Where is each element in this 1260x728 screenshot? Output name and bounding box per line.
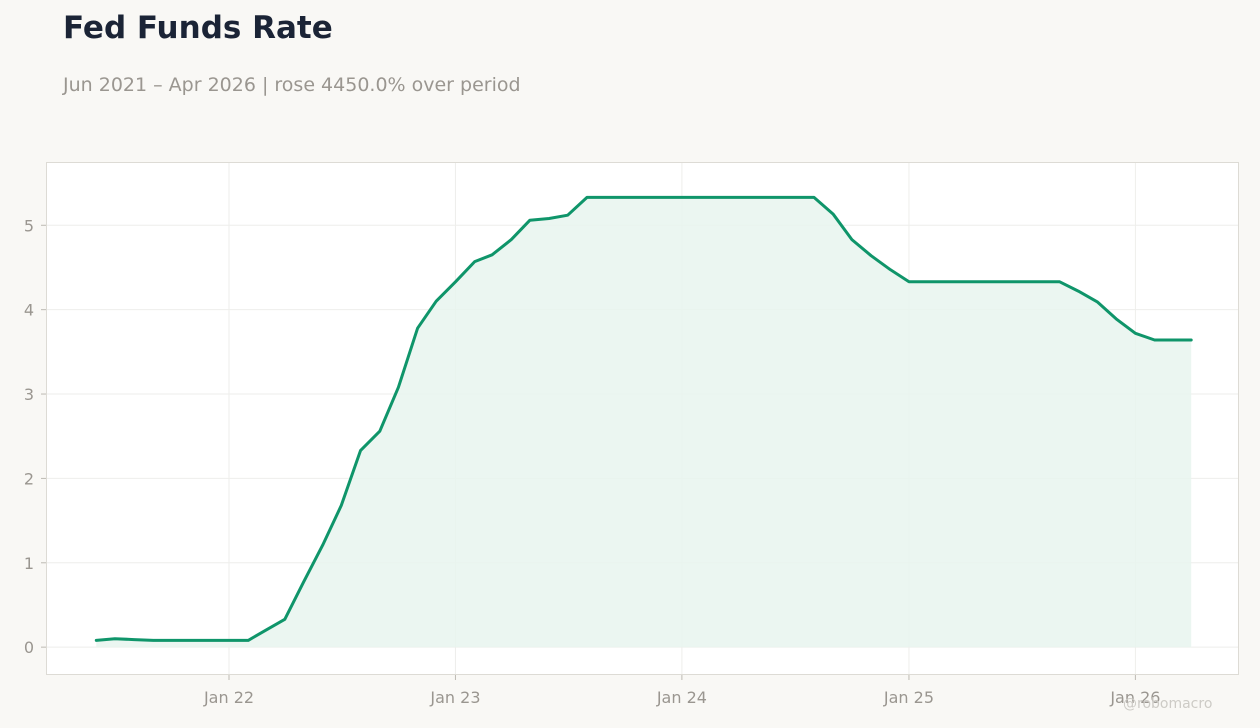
x-tick-label: Jan 24 [656, 688, 707, 707]
chart-subtitle: Jun 2021 – Apr 2026 | rose 4450.0% over … [63, 74, 521, 96]
watermark: @robomacro [1123, 696, 1213, 712]
y-tick-label: 3 [24, 385, 34, 404]
series-line-fed-funds-rate [94, 195, 1193, 642]
y-tick-label: 0 [24, 638, 34, 657]
x-tick-label: Jan 22 [203, 688, 254, 707]
y-tick-label: 2 [24, 469, 34, 488]
y-tick-label: 5 [24, 216, 34, 235]
axis-ticks: 0 1 2 3 4 5 Jan 22 Jan 23 Jan 24 Jan 25 Jan 26 [24, 216, 1161, 707]
plot-border [46, 162, 1239, 675]
area-fill [96, 197, 1192, 648]
x-tick-label: Jan 25 [883, 688, 934, 707]
y-tick-label: 1 [24, 554, 34, 573]
x-tick-label: Jan 26 [1109, 688, 1160, 707]
chart-title: Fed Funds Rate [63, 10, 333, 46]
x-tick-label: Jan 23 [429, 688, 480, 707]
y-tick-label: 4 [24, 301, 34, 320]
